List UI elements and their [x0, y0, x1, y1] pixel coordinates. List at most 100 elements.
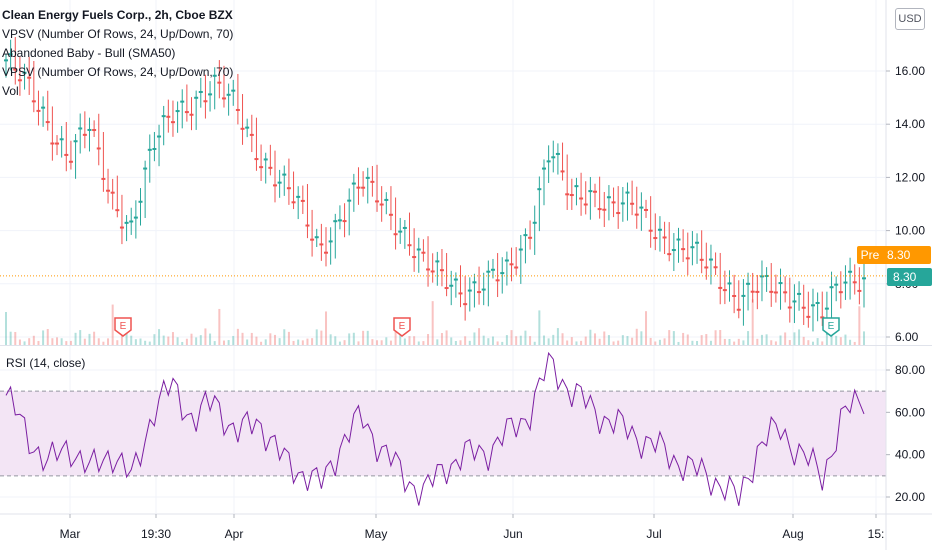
volume-bar — [691, 340, 694, 345]
volume-bar — [120, 332, 123, 345]
earnings-marker-shape — [114, 317, 132, 337]
volume-bar — [417, 341, 420, 345]
volume-bar — [682, 332, 685, 345]
volume-bar — [352, 332, 355, 345]
volume-bar — [246, 339, 249, 345]
volume-bar — [315, 329, 318, 345]
volume-bar — [844, 334, 847, 345]
volume-bar — [482, 335, 485, 345]
volume-bar — [153, 334, 156, 345]
volume-bar — [538, 310, 541, 345]
time-axis-label: 19:30 — [141, 527, 171, 541]
currency-button[interactable]: USD — [895, 8, 925, 30]
volume-bar — [686, 334, 689, 345]
volume-bar — [440, 333, 443, 345]
volume-bar — [524, 330, 527, 345]
indicator-volume[interactable]: Vol — [2, 84, 19, 98]
chart-legend: Clean Energy Fuels Corp., 2h, Cboe BZX V… — [2, 6, 233, 101]
time-axis-label: May — [365, 527, 388, 541]
earnings-marker: E — [393, 317, 411, 337]
volume-bar — [343, 340, 346, 345]
volume-bar — [389, 340, 392, 345]
earnings-marker: E — [822, 317, 840, 337]
volume-bar — [269, 333, 272, 345]
volume-bar — [28, 338, 31, 345]
volume-bar — [533, 341, 536, 345]
volume-bar — [603, 331, 606, 345]
volume-bar — [594, 333, 597, 345]
volume-bar — [357, 341, 360, 345]
volume-bar — [79, 330, 82, 345]
symbol-title[interactable]: Clean Energy Fuels Corp., 2h, Cboe BZX — [2, 8, 233, 22]
volume-bar — [450, 337, 453, 345]
volume-bar — [218, 308, 221, 345]
volume-bar — [158, 329, 161, 345]
volume-bar — [849, 339, 852, 345]
volume-bar — [654, 341, 657, 345]
volume-bar — [612, 341, 615, 345]
volume-bar — [213, 341, 216, 345]
volume-bar — [69, 340, 72, 345]
volume-bar — [125, 328, 128, 345]
rsi-axis-label: 40.00 — [895, 448, 925, 462]
volume-bar — [334, 336, 337, 345]
volume-bar — [93, 331, 96, 345]
indicator-vpsv-2[interactable]: VPSV (Number Of Rows, 24, Up/Down, 70) — [2, 65, 234, 79]
volume-bar — [454, 341, 457, 345]
price-axis-label: 6.00 — [895, 330, 919, 344]
volume-bar — [111, 304, 114, 345]
volume-bar — [723, 338, 726, 345]
volume-bar — [376, 340, 379, 345]
volume-bar — [607, 335, 610, 345]
volume-bar — [250, 332, 253, 345]
volume-bar — [784, 332, 787, 345]
volume-bar — [260, 341, 263, 345]
volume-bar — [74, 332, 77, 345]
volume-bar — [589, 329, 592, 345]
indicator-abandoned-baby[interactable]: Abandoned Baby - Bull (SMA50) — [2, 46, 176, 60]
indicator-vpsv-1[interactable]: VPSV (Number Of Rows, 24, Up/Down, 70) — [2, 27, 234, 41]
volume-bar — [32, 335, 35, 345]
volume-bar — [510, 330, 513, 345]
time-axis-label: Jul — [646, 527, 661, 541]
volume-bar — [566, 340, 569, 345]
volume-bar — [719, 330, 722, 345]
volume-bar — [459, 340, 462, 345]
pre-market-price-tag: Pre 8.30 — [857, 246, 931, 264]
volume-bar — [255, 336, 258, 345]
volume-bar — [9, 331, 12, 345]
volume-bar — [863, 331, 865, 345]
volume-bar — [264, 339, 267, 345]
volume-bar — [649, 337, 652, 345]
volume-bar — [705, 334, 708, 345]
volume-bar — [737, 338, 740, 345]
rsi-indicator-label[interactable]: RSI (14, close) — [6, 356, 86, 370]
earnings-marker: E — [114, 317, 132, 337]
price-axis-label: 14.00 — [895, 117, 925, 131]
volume-bar — [575, 341, 578, 345]
volume-bar — [858, 306, 861, 345]
volume-bar — [190, 333, 193, 345]
volume-bar — [621, 335, 624, 345]
volume-bar — [464, 336, 467, 345]
volume-bar — [626, 336, 629, 345]
volume-bar — [677, 341, 680, 345]
volume-bar — [408, 336, 411, 345]
volume-bar — [760, 334, 763, 345]
volume-bar — [385, 337, 388, 345]
volume-bar — [167, 336, 170, 345]
volume-bar — [130, 335, 133, 345]
volume-bar — [14, 331, 17, 345]
volume-bar — [301, 340, 304, 345]
volume-bar — [570, 337, 573, 345]
volume-bar — [798, 329, 801, 345]
volume-bars — [5, 299, 865, 345]
volume-bar — [496, 341, 499, 345]
volume-bar — [825, 332, 828, 345]
time-axis-label: 15: — [868, 527, 885, 541]
volume-bar — [529, 336, 532, 345]
price-axis-label: 12.00 — [895, 170, 925, 184]
volume-bar — [468, 340, 471, 345]
volume-bar — [728, 338, 731, 345]
